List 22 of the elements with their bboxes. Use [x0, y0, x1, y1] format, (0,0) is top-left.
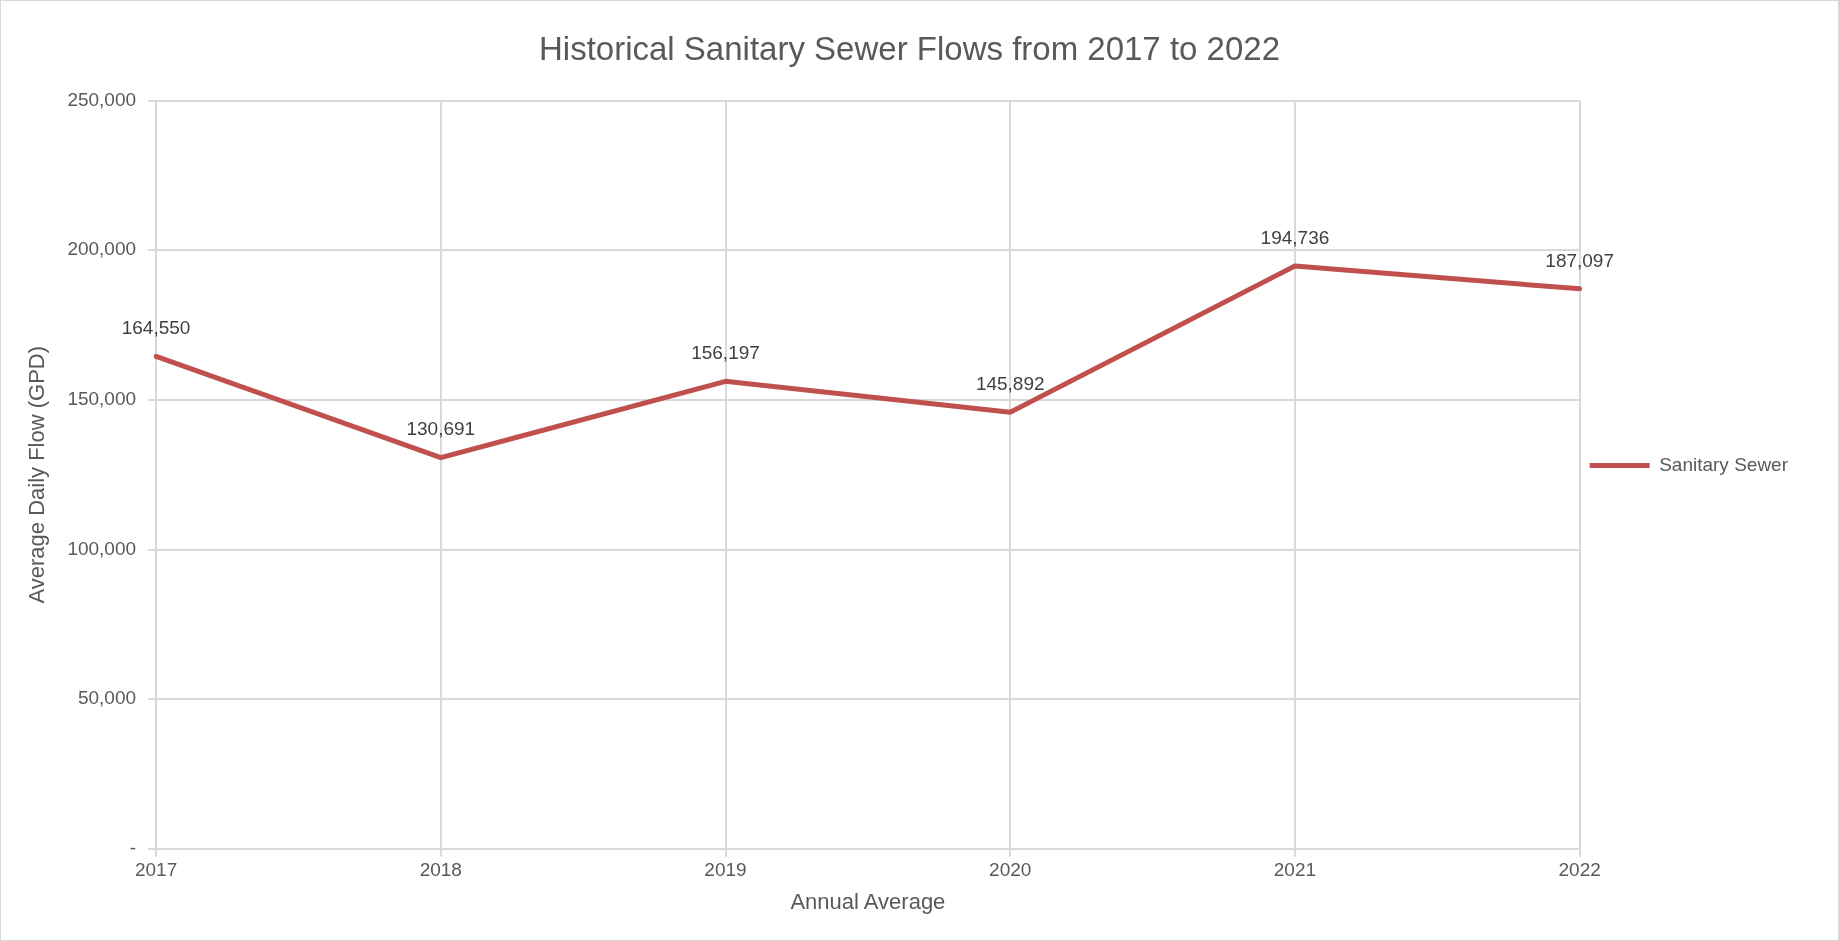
x-axis-title: Annual Average	[790, 888, 946, 914]
data-label: 130,691	[406, 418, 476, 440]
x-tick-label: 2020	[989, 859, 1032, 881]
data-label: 194,736	[1260, 226, 1330, 248]
x-tick-label: 2021	[1273, 859, 1317, 881]
x-tick-label: 2019	[704, 859, 747, 881]
x-tick-label: 2022	[1558, 859, 1601, 881]
data-label: 187,097	[1545, 249, 1615, 271]
x-tick-label: 2018	[419, 859, 462, 881]
chart-title: Historical Sanitary Sewer Flows from 2017 to 2022	[539, 29, 1280, 67]
y-axis-title: Average Daily Flow (GPD)	[24, 345, 50, 604]
x-tick-label: 2017	[134, 859, 178, 881]
y-tick-label: 50,000	[77, 687, 137, 709]
legend-label: Sanitary Sewer	[1659, 453, 1789, 475]
data-label: 156,197	[691, 342, 760, 364]
y-tick-label: 250,000	[67, 88, 137, 110]
data-label: 164,550	[121, 317, 191, 339]
y-tick-label: 150,000	[67, 388, 137, 410]
data-label: 145,892	[975, 372, 1045, 394]
y-tick-label: 100,000	[67, 537, 137, 559]
y-tick-label: -	[129, 837, 137, 859]
y-tick-label: 200,000	[67, 238, 137, 260]
